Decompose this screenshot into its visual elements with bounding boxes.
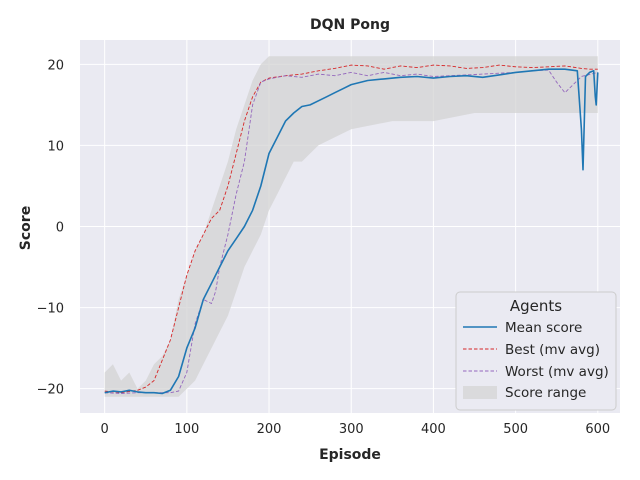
best-mv-avg-line xyxy=(104,64,598,394)
legend-swatch-range xyxy=(463,386,497,399)
x-axis-title: Episode xyxy=(319,447,381,463)
score-range-area xyxy=(104,56,598,397)
y-tick-label: 0 xyxy=(56,221,64,236)
x-tick-label: 0 xyxy=(101,422,109,437)
x-tick-label: 400 xyxy=(421,422,446,437)
legend-label-worst: Worst (mv avg) xyxy=(505,364,609,380)
legend-title: Agents xyxy=(510,297,562,315)
y-tick-label: −20 xyxy=(37,383,64,398)
score-range-band xyxy=(104,56,598,397)
y-axis-ticks: −20 −10 0 10 20 xyxy=(37,58,64,397)
mean-score-line xyxy=(104,68,599,395)
chart-title: DQN Pong xyxy=(310,17,390,33)
x-tick-label: 200 xyxy=(257,422,282,437)
y-axis-title: Score xyxy=(18,206,34,250)
x-axis-ticks: 0 100 200 300 400 500 600 xyxy=(101,422,611,437)
x-tick-label: 500 xyxy=(503,422,528,437)
x-tick-label: 600 xyxy=(585,422,610,437)
y-tick-label: 20 xyxy=(47,58,64,73)
y-tick-label: −10 xyxy=(37,302,64,317)
worst-mv-avg-line xyxy=(104,69,598,394)
legend-label-mean: Mean score xyxy=(505,320,582,336)
legend-box xyxy=(455,291,617,411)
legend: Agents Mean score Best (mv avg) Worst (m… xyxy=(455,291,617,411)
legend-label-best: Best (mv avg) xyxy=(505,342,600,358)
x-tick-label: 100 xyxy=(174,422,199,437)
y-tick-label: 10 xyxy=(47,139,64,154)
x-tick-label: 300 xyxy=(339,422,364,437)
legend-label-range: Score range xyxy=(505,385,586,401)
series-lines xyxy=(104,64,599,395)
